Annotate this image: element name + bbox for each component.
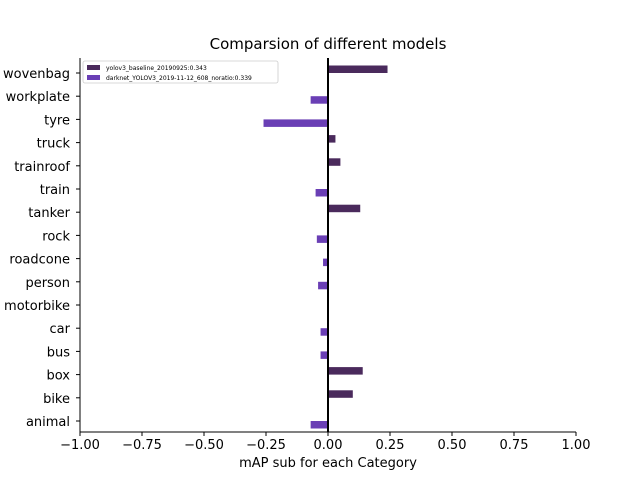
bar-tanker-series-1 [328,204,361,213]
bar-animal-series-2 [310,421,328,429]
y-tick-label-truck: truck [37,137,71,152]
bar-bus-series-2 [320,351,328,359]
x-tick-label: 0.75 [500,438,529,453]
y-tick-label-bike: bike [43,392,70,407]
bar-wovenbag-series-1 [328,65,388,73]
x-tick-label: −0.25 [246,438,286,453]
bar-car-series-2 [320,328,328,336]
bars-group [263,65,388,429]
bar-box-series-1 [328,367,363,375]
x-tick-label: −0.75 [122,438,162,453]
bar-rock-series-2 [316,235,328,243]
y-tick-label-car: car [50,322,71,337]
x-tick-label: 0.25 [376,438,405,453]
legend-box [82,60,279,84]
y-tick-label-trainroof: trainroof [14,160,70,175]
y-tick-label-roadcone: roadcone [9,253,70,268]
y-tick-label-bus: bus [47,345,70,360]
y-tick-label-motorbike: motorbike [4,299,70,314]
y-tick-label-person: person [25,276,70,291]
bar-roadcone-series-2 [323,258,328,267]
legend: yolov3_baseline_20190925:0.343 darknet_YO… [82,60,279,84]
y-tick-label-rock: rock [42,229,70,244]
legend-swatch-1 [87,65,100,70]
y-tick-label-tanker: tanker [28,206,70,221]
bar-person-series-2 [318,281,328,290]
y-tick-label-tyre: tyre [44,113,70,128]
x-tick-label: −1.00 [60,438,100,453]
chart-title: Comparsion of different models [210,35,447,53]
legend-swatch-2 [87,75,100,80]
y-tick-label-animal: animal [26,415,70,430]
bar-truck-series-1 [328,135,336,143]
bar-train-series-2 [315,189,328,197]
legend-label-1: yolov3_baseline_20190925:0.343 [106,65,207,72]
legend-label-2: darknet_YOLOV3_2019-11-12_608_noratio:0.… [106,75,252,82]
bar-tyre-series-2 [263,119,328,127]
y-tick-label-box: box [47,369,71,384]
x-axis: −1.00 −0.75 −0.50 −0.25 0.00 0.25 0.50 0.75 1.00 [60,58,590,453]
x-tick-label: 0.50 [438,438,467,453]
x-tick-label: 1.00 [562,438,591,453]
y-tick-label-workplate: workplate [6,90,70,105]
bar-trainroof-series-1 [328,158,341,166]
y-axis: animal bike box bus car motorbike person roadco… [3,67,80,430]
bar-bike-series-1 [328,390,353,398]
x-tick-label: 0.00 [314,438,343,453]
y-tick-label-train: train [40,183,70,198]
y-tick-label-wovenbag: wovenbag [3,67,70,82]
bar-workplate-series-2 [310,96,328,104]
x-tick-label: −0.50 [184,438,224,453]
x-axis-label: mAP sub for each Category [239,456,417,471]
